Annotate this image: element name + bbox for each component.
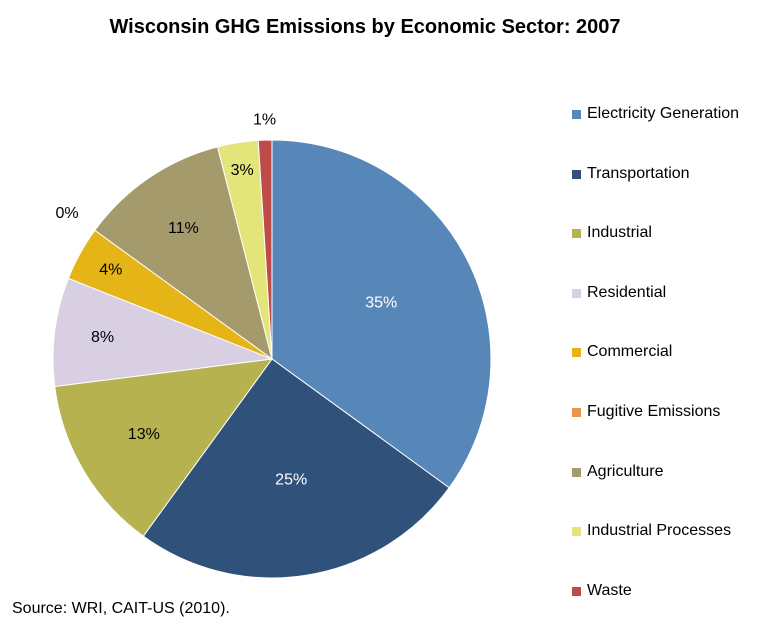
legend-item-industrial-processes: Industrial Processes bbox=[572, 521, 777, 541]
legend-item-industrial: Industrial bbox=[572, 223, 777, 243]
legend-swatch-residential bbox=[572, 288, 581, 298]
source-note: Source: WRI, CAIT-US (2010). bbox=[12, 600, 230, 617]
legend-label-residential: Residential bbox=[587, 283, 667, 301]
pie-slice-industrial bbox=[54, 358, 274, 537]
slice-label-electricity-generation: 35% bbox=[365, 295, 397, 312]
legend-swatch-waste bbox=[572, 586, 581, 596]
pie-slice-agriculture bbox=[94, 146, 273, 361]
legend-item-agriculture: Agriculture bbox=[572, 462, 777, 482]
pie-slice-waste bbox=[257, 139, 273, 360]
pie-slice-electricity-generation bbox=[271, 139, 492, 489]
legend-item-fugitive-emissions: Fugitive Emissions bbox=[572, 402, 777, 422]
legend-swatch-industrial-processes bbox=[572, 527, 581, 537]
pie-chart: 35% 25% 13% 8% 4% 0% 11% 3% 1% bbox=[52, 112, 492, 579]
legend-swatch-industrial bbox=[572, 229, 581, 239]
legend-item-residential: Residential bbox=[572, 283, 777, 303]
legend-label-industrial: Industrial bbox=[587, 224, 652, 242]
legend-swatch-commercial bbox=[572, 348, 581, 358]
pie-slice-transportation bbox=[142, 358, 450, 579]
legend-swatch-transportation bbox=[572, 169, 581, 179]
legend-swatch-agriculture bbox=[572, 467, 581, 477]
slice-label-fugitive-emissions: 0% bbox=[55, 205, 78, 222]
chart-title: Wisconsin GHG Emissions by Economic Sect… bbox=[109, 16, 621, 38]
legend-swatch-electricity-generation bbox=[572, 110, 581, 119]
legend-swatch-fugitive-emissions bbox=[572, 408, 581, 417]
slice-label-agriculture: 11% bbox=[168, 220, 199, 237]
slice-label-industrial: 13% bbox=[128, 426, 160, 443]
slice-label-residential: 8% bbox=[91, 329, 114, 346]
legend-item-waste: Waste bbox=[572, 581, 777, 601]
slice-label-industrial-processes: 3% bbox=[231, 162, 254, 179]
legend-label-fugitive-emissions: Fugitive Emissions bbox=[587, 403, 721, 420]
slice-label-commercial: 4% bbox=[99, 262, 122, 279]
legend-label-transportation: Transportation bbox=[587, 164, 690, 182]
slice-label-transportation: 25% bbox=[275, 471, 307, 488]
legend-item-transportation: Transportation bbox=[572, 164, 777, 184]
legend-label-industrial-processes: Industrial Processes bbox=[587, 522, 732, 540]
pie-slice-residential bbox=[52, 277, 273, 388]
slice-label-waste: 1% bbox=[253, 112, 276, 129]
legend-item-electricity-generation: Electricity Generation bbox=[572, 104, 777, 124]
legend-label-agriculture: Agriculture bbox=[587, 462, 664, 480]
legend-label-electricity-generation: Electricity Generation bbox=[587, 105, 740, 122]
legend-item-commercial: Commercial bbox=[572, 342, 777, 362]
legend-label-commercial: Commercial bbox=[587, 343, 673, 361]
legend-label-waste: Waste bbox=[587, 581, 632, 599]
